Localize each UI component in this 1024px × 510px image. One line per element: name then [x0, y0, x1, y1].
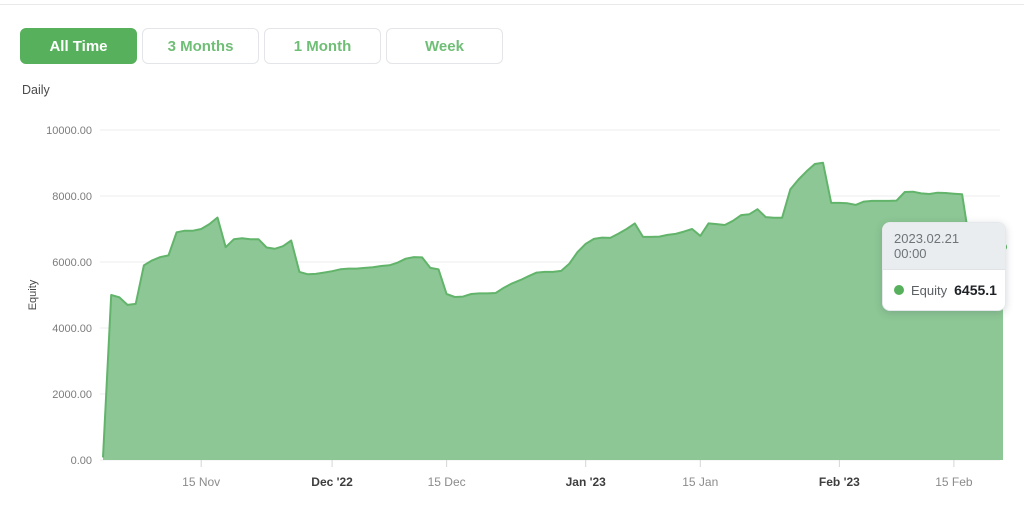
- y-axis-tick-label: 4000.00: [52, 323, 92, 335]
- tooltip-value: 6455.1: [954, 282, 997, 298]
- time-filter-week[interactable]: Week: [386, 28, 503, 64]
- frequency-label: Daily: [22, 83, 50, 97]
- y-axis-tick-label: 8000.00: [52, 191, 92, 203]
- y-axis-title: Equity: [27, 279, 39, 310]
- time-filter-3-months[interactable]: 3 Months: [142, 28, 259, 64]
- x-axis-tick-label: 15 Dec: [428, 475, 466, 489]
- time-filter-all-time[interactable]: All Time: [20, 28, 137, 64]
- equity-area: [103, 162, 1003, 460]
- x-axis-tick-label: Feb '23: [819, 475, 860, 489]
- x-axis-tick-label: Dec '22: [311, 475, 353, 489]
- y-axis-tick-label: 2000.00: [52, 389, 92, 401]
- x-axis-tick-label: Jan '23: [566, 475, 607, 489]
- y-axis-tick-label: 10000.00: [46, 125, 92, 137]
- x-axis-tick-label: 15 Feb: [935, 475, 973, 489]
- y-axis-tick-label: 6000.00: [52, 257, 92, 269]
- series-marker-icon: [894, 285, 904, 295]
- time-range-toolbar: All Time 3 Months 1 Month Week: [20, 28, 503, 64]
- x-axis-tick-label: 15 Nov: [182, 475, 220, 489]
- time-filter-1-month[interactable]: 1 Month: [264, 28, 381, 64]
- x-axis-tick-label: 15 Jan: [682, 475, 718, 489]
- tooltip-series-name: Equity: [911, 282, 948, 298]
- tooltip-date: 2023.02.21 00:00: [883, 223, 1005, 270]
- chart-tooltip: 2023.02.21 00:00 Equity 6455.1: [882, 222, 1006, 311]
- equity-line: [102, 161, 1003, 458]
- tooltip-body: Equity 6455.1: [883, 270, 1005, 310]
- y-axis-tick-label: 0.00: [71, 455, 92, 467]
- top-divider: [0, 4, 1024, 5]
